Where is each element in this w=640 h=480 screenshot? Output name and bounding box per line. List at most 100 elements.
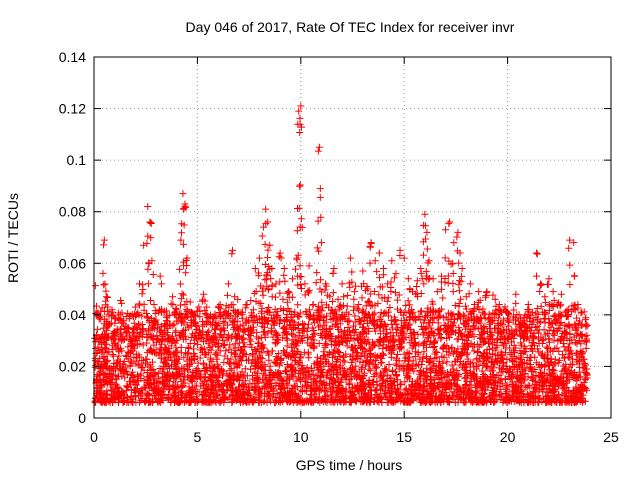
roti-sample [95, 364, 103, 372]
roti-point [544, 280, 552, 288]
roti-point [144, 203, 152, 211]
roti-sample [571, 338, 579, 346]
roti-point [200, 290, 208, 298]
roti-point [144, 280, 152, 288]
roti-sample [220, 358, 228, 366]
roti-point [275, 253, 283, 261]
roti-point [545, 275, 553, 283]
roti-point [315, 143, 323, 151]
roti-sample [529, 373, 537, 381]
roti-point [100, 281, 108, 289]
roti-sample [365, 377, 373, 385]
roti-point [375, 249, 383, 257]
roti-sample [114, 356, 122, 364]
roti-sample [539, 388, 547, 396]
roti-point [143, 239, 151, 247]
roti-sample [489, 291, 497, 299]
roti-sample [176, 301, 184, 309]
roti-point [224, 291, 232, 299]
roti-sample [412, 362, 420, 370]
roti-point [451, 301, 459, 309]
roti-sample [177, 343, 185, 351]
roti-point [475, 288, 483, 296]
roti-sample [341, 358, 349, 366]
roti-sample [512, 299, 520, 307]
roti-sample [527, 367, 535, 375]
roti-sample [580, 308, 588, 316]
roti-point [294, 205, 302, 213]
roti-sample [397, 344, 405, 352]
x-tick-label: 25 [603, 429, 619, 445]
roti-sample [510, 306, 518, 314]
roti-point [277, 254, 285, 262]
roti-point [566, 261, 574, 269]
roti-sample [408, 377, 416, 385]
roti-sample [386, 303, 394, 311]
roti-point [450, 239, 458, 247]
x-tick-label: 10 [293, 429, 309, 445]
roti-sample [452, 381, 460, 389]
roti-point [458, 264, 466, 272]
roti-sample [111, 380, 119, 388]
roti-point [176, 280, 184, 288]
roti-sample [286, 353, 294, 361]
roti-point [258, 232, 266, 240]
roti-point [524, 301, 532, 309]
roti-point [135, 300, 143, 308]
roti-sample [564, 353, 572, 361]
roti-point [242, 301, 250, 309]
roti-point [453, 233, 461, 241]
roti-sample [328, 341, 336, 349]
roti-point [255, 299, 263, 307]
roti-point [532, 272, 540, 280]
roti-sample [343, 302, 351, 310]
roti-point [441, 278, 449, 286]
roti-sample [344, 323, 352, 331]
roti-sample [157, 322, 165, 330]
roti-point [139, 286, 147, 294]
roti-sample [545, 318, 553, 326]
roti-sample [93, 325, 101, 333]
roti-sample [329, 354, 337, 362]
roti-point [384, 294, 392, 302]
roti-sample [351, 312, 359, 320]
roti-point [441, 254, 449, 262]
roti-point [144, 265, 152, 273]
roti-sample [256, 392, 264, 400]
roti-point [435, 313, 443, 321]
x-tick-label: 5 [194, 429, 202, 445]
roti-sample [503, 355, 511, 363]
roti-sample [503, 314, 511, 322]
roti-point [390, 274, 398, 282]
roti-sample [446, 385, 454, 393]
roti-point [314, 302, 322, 310]
roti-sample [394, 376, 402, 384]
roti-sample [203, 320, 211, 328]
x-tick-label: 0 [90, 429, 98, 445]
roti-point [224, 280, 232, 288]
roti-sample [464, 341, 472, 349]
roti-point [294, 301, 302, 309]
roti-sample [474, 361, 482, 369]
roti-point [466, 280, 474, 288]
roti-sample [393, 305, 401, 313]
roti-point [387, 283, 395, 291]
roti-point [132, 336, 140, 344]
roti-point [420, 251, 428, 259]
roti-sample [197, 374, 205, 382]
roti-sample [581, 359, 589, 367]
roti-sample [403, 325, 411, 333]
roti-point [444, 279, 452, 287]
roti-sample [109, 351, 117, 359]
roti-sample [245, 356, 253, 364]
roti-point [150, 301, 158, 309]
roti-point [329, 269, 337, 277]
roti-sample [531, 353, 539, 361]
roti-point [283, 289, 291, 297]
roti-sample [340, 326, 348, 334]
roti-point [348, 268, 356, 276]
roti-point [429, 275, 437, 283]
roti-sample [393, 296, 401, 304]
roti-sample [474, 349, 482, 357]
